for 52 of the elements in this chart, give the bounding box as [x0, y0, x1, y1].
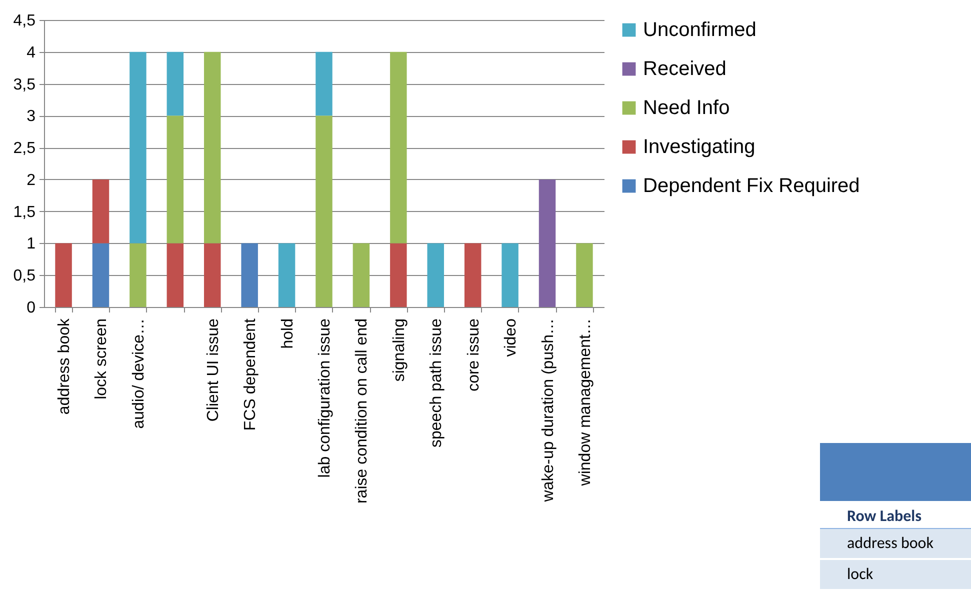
bar [502, 243, 518, 307]
bar [92, 243, 110, 307]
y-tick-label: 2,5 [13, 140, 36, 158]
x-tick-label: core issue [465, 318, 482, 392]
x-tick-label: hold [279, 318, 296, 349]
x-tick-label: wake-up duration (push… [540, 318, 557, 503]
bar [130, 52, 146, 244]
x-tick-label: window management… [576, 318, 594, 487]
bar [166, 52, 184, 116]
legend-label: Investigating [643, 136, 756, 158]
x-tick-label: speech path issue [428, 318, 446, 448]
x-tick-label: signaling [390, 318, 408, 382]
bar [130, 243, 146, 307]
bar [241, 243, 258, 307]
bar [166, 116, 184, 244]
y-tick-label: 3 [26, 108, 36, 126]
y-tick-label: 0 [26, 300, 36, 316]
bar [204, 243, 221, 307]
y-tick-label: 4,5 [13, 12, 36, 30]
x-tick-label: video [502, 318, 520, 357]
bar [352, 243, 370, 307]
y-tick-label: 1,5 [13, 204, 36, 221]
y-tick-label: 4 [26, 44, 36, 62]
legend-label: Dependent Fix Required [643, 175, 860, 197]
x-tick-label: address book [56, 318, 74, 415]
x-tick-label: raise condition on call end [354, 318, 371, 504]
bar [55, 243, 72, 307]
x-tick-label: lab configuration issue [316, 318, 334, 478]
x-tick-label: FCS dependent [242, 318, 260, 431]
bar [464, 243, 482, 307]
bar [576, 243, 593, 307]
bar [204, 52, 221, 244]
bar [278, 243, 296, 307]
bar [427, 243, 444, 307]
bar [316, 116, 332, 307]
pivot-table: Row Labels address book lock [820, 443, 971, 591]
bar [92, 179, 110, 244]
y-tick-label: 3,5 [13, 76, 36, 94]
legend-label: Need Info [643, 97, 730, 119]
legend-label: Received [643, 58, 726, 80]
bar [316, 52, 332, 116]
bar [390, 52, 407, 244]
x-tick-label: lock screen [93, 318, 110, 400]
y-tick-label: 0,5 [13, 268, 36, 285]
x-tick-label: Client UI issue [204, 318, 222, 422]
bar [390, 243, 407, 307]
y-tick-label: 1 [26, 236, 36, 253]
x-tick-label: audio/ device… [130, 318, 148, 429]
bar [166, 243, 184, 307]
y-tick-label: 2 [26, 172, 36, 189]
bar [538, 179, 556, 307]
legend-label: Unconfirmed [643, 19, 756, 41]
